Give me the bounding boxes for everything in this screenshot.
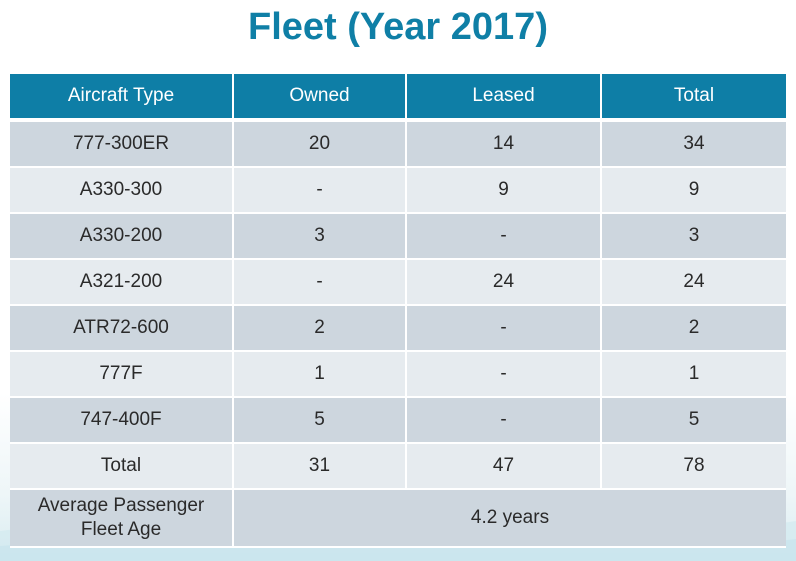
cell-total-owned: 31 bbox=[233, 443, 407, 490]
cell-total: 24 bbox=[601, 259, 786, 306]
cell-total: 2 bbox=[601, 305, 786, 352]
cell-leased: - bbox=[406, 397, 602, 444]
table-row: A321-200 - 24 24 bbox=[10, 259, 786, 306]
cell-total: 34 bbox=[601, 120, 786, 168]
cell-aircraft-type: ATR72-600 bbox=[10, 305, 234, 352]
cell-leased: 24 bbox=[406, 259, 602, 306]
table-row: 747-400F 5 - 5 bbox=[10, 397, 786, 444]
cell-total: 9 bbox=[601, 167, 786, 214]
table-row: A330-200 3 - 3 bbox=[10, 213, 786, 260]
fleet-table: Aircraft Type Owned Leased Total 777-300… bbox=[10, 74, 786, 548]
table-row: A330-300 - 9 9 bbox=[10, 167, 786, 214]
cell-leased: 9 bbox=[406, 167, 602, 214]
cell-owned: 1 bbox=[233, 351, 407, 398]
cell-aircraft-type: A330-300 bbox=[10, 167, 234, 214]
cell-leased: - bbox=[406, 213, 602, 260]
cell-owned: - bbox=[233, 167, 407, 214]
cell-aircraft-type: A330-200 bbox=[10, 213, 234, 260]
average-fleet-age-label-line1: Average Passenger bbox=[37, 495, 205, 516]
page-title: Fleet (Year 2017) bbox=[248, 6, 548, 48]
header-owned: Owned bbox=[233, 74, 407, 122]
table-row: ATR72-600 2 - 2 bbox=[10, 305, 786, 352]
cell-aircraft-type: A321-200 bbox=[10, 259, 234, 306]
total-row: Total 31 47 78 bbox=[10, 443, 786, 490]
cell-total-total: 78 bbox=[601, 443, 786, 490]
cell-leased: - bbox=[406, 305, 602, 352]
cell-total-leased: 47 bbox=[406, 443, 602, 490]
average-fleet-age-label-line2: Fleet Age bbox=[80, 519, 162, 540]
table-header-row: Aircraft Type Owned Leased Total bbox=[10, 74, 786, 122]
cell-total: 1 bbox=[601, 351, 786, 398]
cell-total-label: Total bbox=[10, 443, 234, 490]
cell-leased: - bbox=[406, 351, 602, 398]
cell-aircraft-type: 777-300ER bbox=[10, 120, 234, 168]
cell-owned: 20 bbox=[233, 120, 407, 168]
header-total: Total bbox=[601, 74, 786, 122]
cell-owned: 3 bbox=[233, 213, 407, 260]
header-leased: Leased bbox=[406, 74, 602, 122]
table-row: 777-300ER 20 14 34 bbox=[10, 120, 786, 168]
header-aircraft-type: Aircraft Type bbox=[10, 74, 234, 122]
cell-total: 3 bbox=[601, 213, 786, 260]
average-fleet-age-row: Average Passenger Fleet Age 4.2 years bbox=[10, 489, 786, 548]
cell-aircraft-type: 747-400F bbox=[10, 397, 234, 444]
table-row: 777F 1 - 1 bbox=[10, 351, 786, 398]
cell-total: 5 bbox=[601, 397, 786, 444]
cell-aircraft-type: 777F bbox=[10, 351, 234, 398]
average-fleet-age-value: 4.2 years bbox=[233, 489, 786, 548]
cell-owned: 2 bbox=[233, 305, 407, 352]
cell-owned: 5 bbox=[233, 397, 407, 444]
cell-owned: - bbox=[233, 259, 407, 306]
average-fleet-age-label: Average Passenger Fleet Age bbox=[10, 489, 234, 548]
cell-leased: 14 bbox=[406, 120, 602, 168]
